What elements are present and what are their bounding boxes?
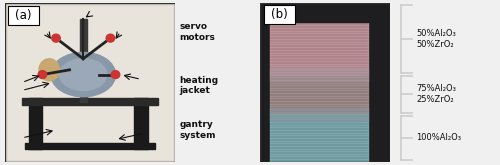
Text: servo
motors: servo motors <box>179 22 215 42</box>
Bar <box>270 114 368 162</box>
Ellipse shape <box>39 59 60 81</box>
Text: (b): (b) <box>271 8 288 21</box>
Bar <box>270 68 368 81</box>
Text: heating
jacket: heating jacket <box>179 76 218 95</box>
Circle shape <box>106 34 114 42</box>
Circle shape <box>52 34 60 42</box>
Circle shape <box>38 71 46 79</box>
Text: 75%Al₂O₃
25%ZrO₂: 75%Al₂O₃ 25%ZrO₂ <box>416 84 456 104</box>
Bar <box>26 143 154 149</box>
Text: 50%Al₂O₃
50%ZrO₂: 50%Al₂O₃ 50%ZrO₂ <box>416 29 456 49</box>
Text: gantry
system: gantry system <box>179 120 216 140</box>
Bar <box>29 98 42 149</box>
Text: load
cells: load cells <box>34 85 57 105</box>
Text: 100%Al₂O₃: 100%Al₂O₃ <box>416 133 461 142</box>
Bar <box>134 98 148 149</box>
FancyBboxPatch shape <box>264 5 295 24</box>
Bar <box>260 3 390 22</box>
FancyBboxPatch shape <box>8 6 39 25</box>
Bar <box>270 108 368 120</box>
Ellipse shape <box>60 59 107 90</box>
Text: static
mixer: static mixer <box>28 133 57 152</box>
Bar <box>80 19 86 101</box>
Bar <box>270 75 368 114</box>
Bar <box>22 98 158 105</box>
Bar <box>270 3 368 75</box>
Ellipse shape <box>51 52 116 97</box>
Text: (a): (a) <box>16 9 32 22</box>
Circle shape <box>112 71 120 79</box>
